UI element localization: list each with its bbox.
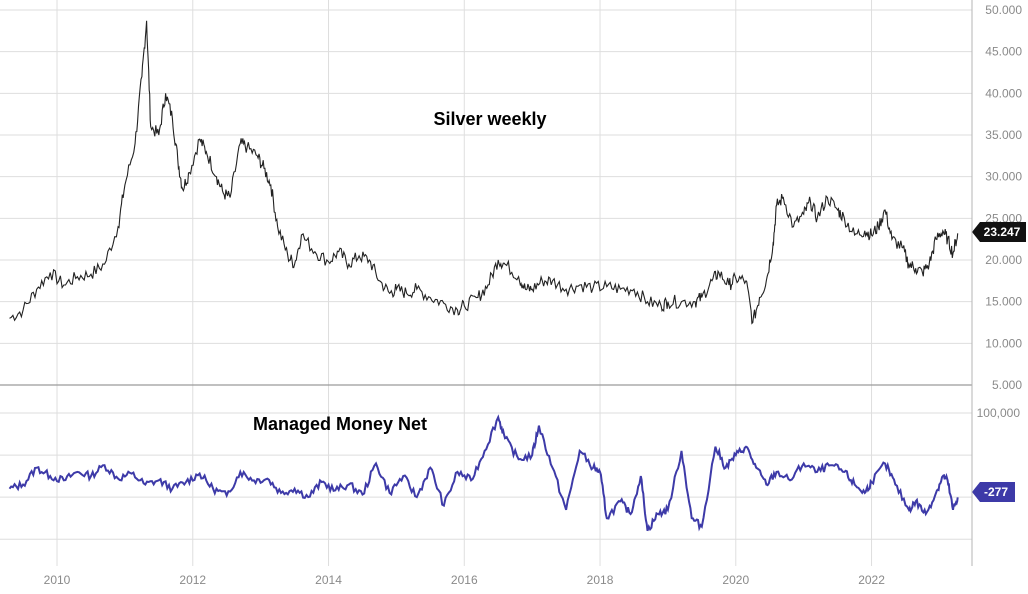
lower-gridlines bbox=[0, 412, 972, 540]
managed-money-series bbox=[8, 414, 959, 532]
managed-money-y-axis: 100,000 bbox=[977, 406, 1021, 420]
x-tick-label: 2014 bbox=[315, 573, 342, 587]
silver-chart-title: Silver weekly bbox=[433, 109, 546, 129]
x-tick-label: 2022 bbox=[858, 573, 885, 587]
silver-y-tick: 25.000 bbox=[985, 211, 1022, 225]
x-tick-label: 2018 bbox=[587, 573, 614, 587]
silver-y-tick: 40.000 bbox=[985, 86, 1022, 100]
silver-price-series bbox=[9, 20, 959, 325]
upper-panel: 5.000 10.000 15.000 20.000 25.000 30.000 35.00… bbox=[0, 0, 1026, 566]
silver-y-tick: 15.000 bbox=[985, 295, 1022, 309]
silver-last-value: 23.247 bbox=[984, 225, 1021, 239]
silver-y-tick: 30.000 bbox=[985, 170, 1022, 184]
x-tick-label: 2016 bbox=[451, 573, 478, 587]
silver-y-tick: 10.000 bbox=[985, 336, 1022, 350]
silver-y-tick: 5.000 bbox=[992, 378, 1022, 392]
silver-y-tick: 35.000 bbox=[985, 128, 1022, 142]
x-tick-label: 2012 bbox=[179, 573, 206, 587]
silver-y-tick: 45.000 bbox=[985, 45, 1022, 59]
silver-y-axis: 5.000 10.000 15.000 20.000 25.000 30.000 35.00… bbox=[985, 3, 1022, 392]
managed-money-title: Managed Money Net bbox=[253, 414, 427, 434]
x-tick-label: 2020 bbox=[722, 573, 749, 587]
lower-panel: 100,000 Managed Money Net -277 bbox=[0, 406, 1021, 540]
silver-last-value-badge: 23.247 bbox=[972, 222, 1026, 242]
managed-money-last-value: -277 bbox=[984, 485, 1008, 499]
upper-gridlines bbox=[0, 0, 972, 566]
silver-y-tick: 20.000 bbox=[985, 253, 1022, 267]
time-x-axis: 2010 2012 2014 2016 2018 2020 2022 bbox=[44, 573, 886, 587]
silver-y-tick: 50.000 bbox=[985, 3, 1022, 17]
managed-money-last-value-badge: -277 bbox=[972, 482, 1015, 502]
x-tick-label: 2010 bbox=[44, 573, 71, 587]
managed-money-y-tick: 100,000 bbox=[977, 406, 1021, 420]
